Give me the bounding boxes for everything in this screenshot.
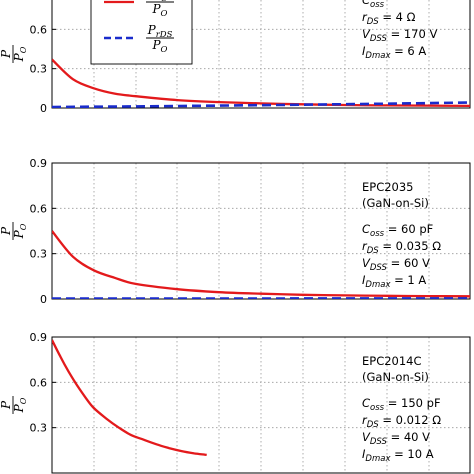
- annotation-param: VDSS = 170 V: [362, 27, 437, 44]
- annotation-title: (GaN-on-Si): [362, 370, 429, 384]
- series-group: [52, 230, 470, 299]
- y-tick-label: 0: [40, 293, 47, 306]
- annotation-title: EPC2014C: [362, 354, 422, 368]
- series-group: [52, 58, 470, 108]
- y-label-numerator: P: [0, 226, 13, 236]
- y-tick-label: 0: [40, 102, 47, 115]
- annotation-param: VDSS = 60 V: [362, 256, 430, 273]
- y-label-denominator: PO: [12, 46, 28, 62]
- legend-label-numerator: PrDS: [147, 23, 173, 40]
- y-tick-label: 0.3: [30, 422, 48, 435]
- y-tick-label: 0.9: [30, 157, 48, 170]
- series-line-pc: [52, 230, 470, 298]
- series-line-pc: [52, 58, 470, 108]
- legend-label-denominator: PO: [151, 2, 167, 19]
- annotation-param: Coss = 150 pF: [362, 396, 441, 413]
- y-axis-label: P PO: [0, 222, 28, 240]
- annotation-param: rDS = 0.012 Ω: [362, 413, 441, 430]
- panel-middle: 0 0.3 0.6 0.9 P PO EPC2035 (GaN-on-Si) Coss = 60…: [0, 157, 471, 306]
- annotation-title: EPC2035: [362, 180, 414, 194]
- y-tick-label: 0.6: [30, 23, 48, 36]
- annotation-param: IDmax = 1 A: [362, 273, 426, 290]
- annotation-param: IDmax = 6 A: [362, 44, 426, 61]
- annotation-param: Coss: [362, 0, 385, 10]
- series-group: [52, 339, 207, 457]
- y-tick-label: 0.6: [30, 202, 48, 215]
- annotation-param: IDmax = 10 A: [362, 447, 434, 464]
- axes-frame: [51, 0, 471, 109]
- y-label-denominator: PO: [12, 223, 28, 239]
- series-line-pc: [52, 339, 207, 457]
- y-axis-label: P PO: [0, 396, 28, 414]
- legend: PCPOPrDSPO: [90, 0, 193, 65]
- y-tick-label: 0.6: [30, 376, 48, 389]
- annotation-param: rDS = 0.035 Ω: [362, 239, 441, 256]
- y-label-numerator: P: [0, 400, 13, 410]
- y-label-numerator: P: [0, 49, 13, 59]
- y-tick-label: 0.3: [30, 63, 48, 76]
- annotation-title: (GaN-on-Si): [362, 196, 429, 210]
- annotation-param: VDSS = 40 V: [362, 430, 430, 447]
- y-tick-label: 0.3: [30, 248, 48, 261]
- y-label-denominator: PO: [12, 397, 28, 413]
- panel-bottom: 0.3 0.6 0.9 P PO EPC2014C (GaN-on-Si) Coss = 15…: [0, 331, 471, 474]
- legend-label-denominator: PO: [151, 38, 167, 55]
- annotation-param: rDS = 4 Ω: [362, 10, 416, 27]
- legend-box: [90, 0, 193, 65]
- annotation-param: Coss = 60 pF: [362, 222, 433, 239]
- y-tick-label: 0.9: [30, 331, 48, 344]
- y-axis-label: P PO: [0, 45, 28, 63]
- axes-frame: [51, 336, 471, 474]
